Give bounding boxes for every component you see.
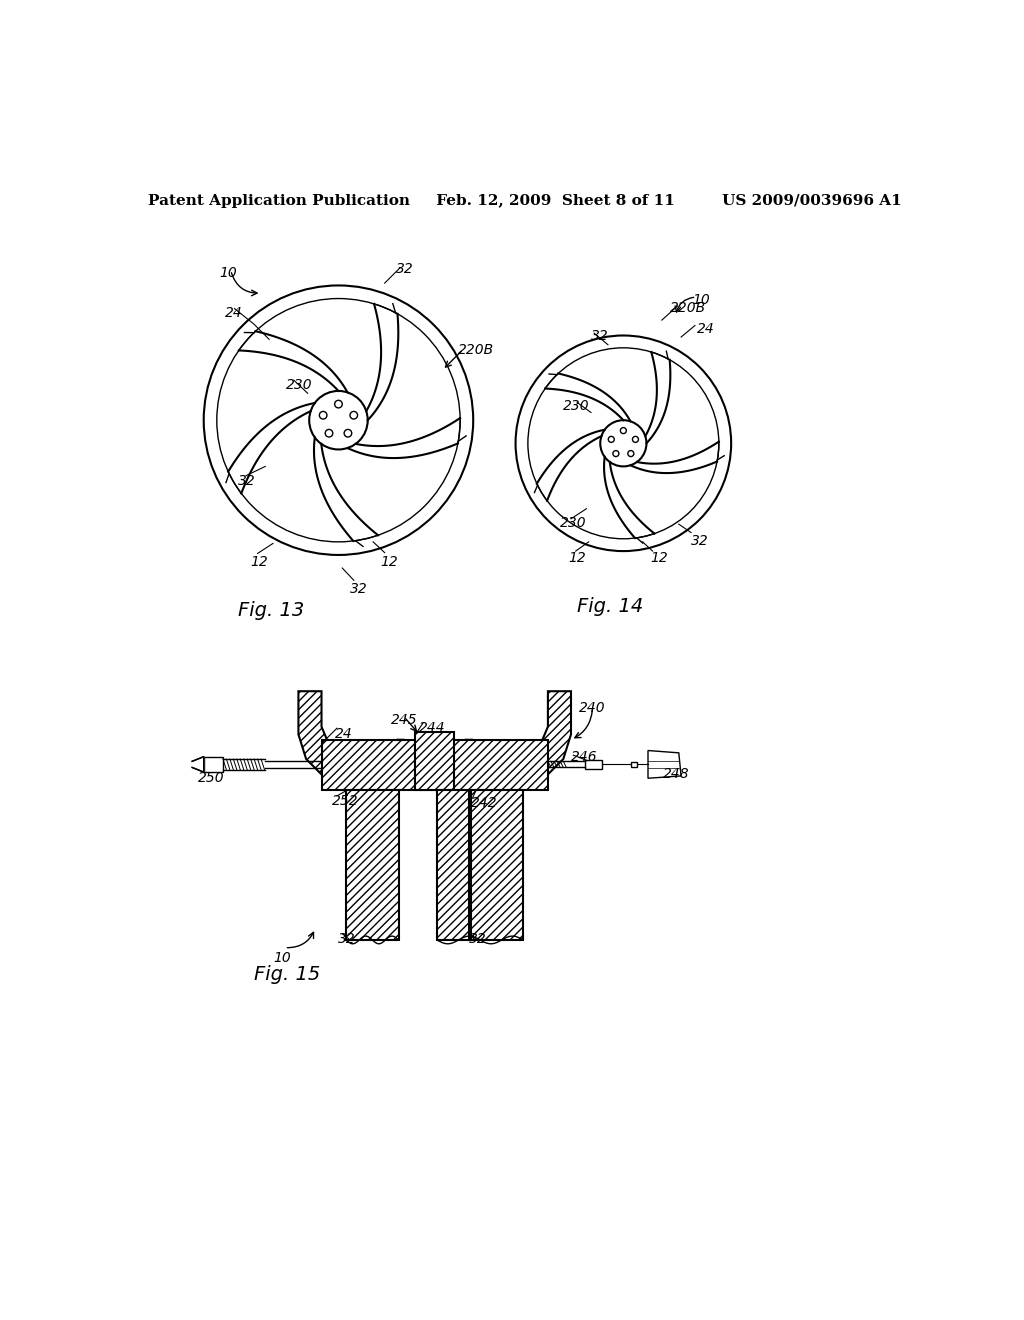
Bar: [471, 789, 523, 940]
Bar: [416, 733, 454, 789]
Bar: [585, 760, 602, 770]
Bar: [322, 739, 433, 789]
Text: 32: 32: [591, 330, 609, 343]
Text: Fig. 14: Fig. 14: [578, 597, 643, 616]
Text: 246: 246: [571, 750, 598, 764]
Polygon shape: [193, 756, 204, 772]
Text: 12: 12: [381, 554, 398, 569]
Text: 12: 12: [650, 552, 668, 565]
Text: 250: 250: [199, 771, 225, 784]
Text: 32: 32: [339, 932, 356, 946]
Text: 24: 24: [696, 322, 715, 335]
Text: 32: 32: [350, 582, 368, 595]
Text: 24: 24: [224, 306, 243, 321]
Text: 248: 248: [664, 767, 690, 780]
Bar: [416, 733, 454, 789]
Text: 32: 32: [396, 263, 414, 276]
Text: Fig. 13: Fig. 13: [239, 601, 304, 620]
Text: Fig. 15: Fig. 15: [254, 965, 321, 985]
Text: 240: 240: [579, 701, 605, 715]
Text: 32: 32: [691, 535, 709, 548]
Text: 10: 10: [273, 952, 291, 965]
Bar: [471, 789, 523, 940]
Text: 12: 12: [568, 552, 586, 565]
Text: 10: 10: [692, 293, 711, 308]
Bar: [437, 789, 469, 940]
Bar: [204, 756, 223, 772]
Bar: [436, 739, 548, 789]
Polygon shape: [648, 751, 681, 779]
Text: Patent Application Publication     Feb. 12, 2009  Sheet 8 of 11         US 2009/: Patent Application Publication Feb. 12, …: [147, 194, 902, 207]
Text: 220B: 220B: [670, 301, 706, 315]
Bar: [436, 739, 548, 789]
Text: 12: 12: [250, 554, 267, 569]
Text: 32: 32: [469, 932, 487, 946]
Bar: [346, 789, 398, 940]
Bar: [437, 789, 469, 940]
Text: 220B: 220B: [458, 343, 494, 358]
Text: 245: 245: [391, 713, 418, 727]
Text: 32: 32: [239, 474, 256, 488]
Polygon shape: [466, 692, 571, 784]
Text: 230: 230: [563, 399, 590, 413]
Text: 244: 244: [419, 721, 445, 734]
Text: 242: 242: [471, 796, 498, 810]
Bar: [346, 789, 398, 940]
Polygon shape: [298, 692, 403, 784]
Bar: [631, 762, 637, 767]
Text: 24: 24: [335, 726, 352, 741]
Text: 230: 230: [560, 516, 587, 531]
Text: 230: 230: [286, 378, 312, 392]
Bar: [322, 739, 433, 789]
Text: 252: 252: [333, 793, 359, 808]
Text: 10: 10: [219, 267, 237, 280]
